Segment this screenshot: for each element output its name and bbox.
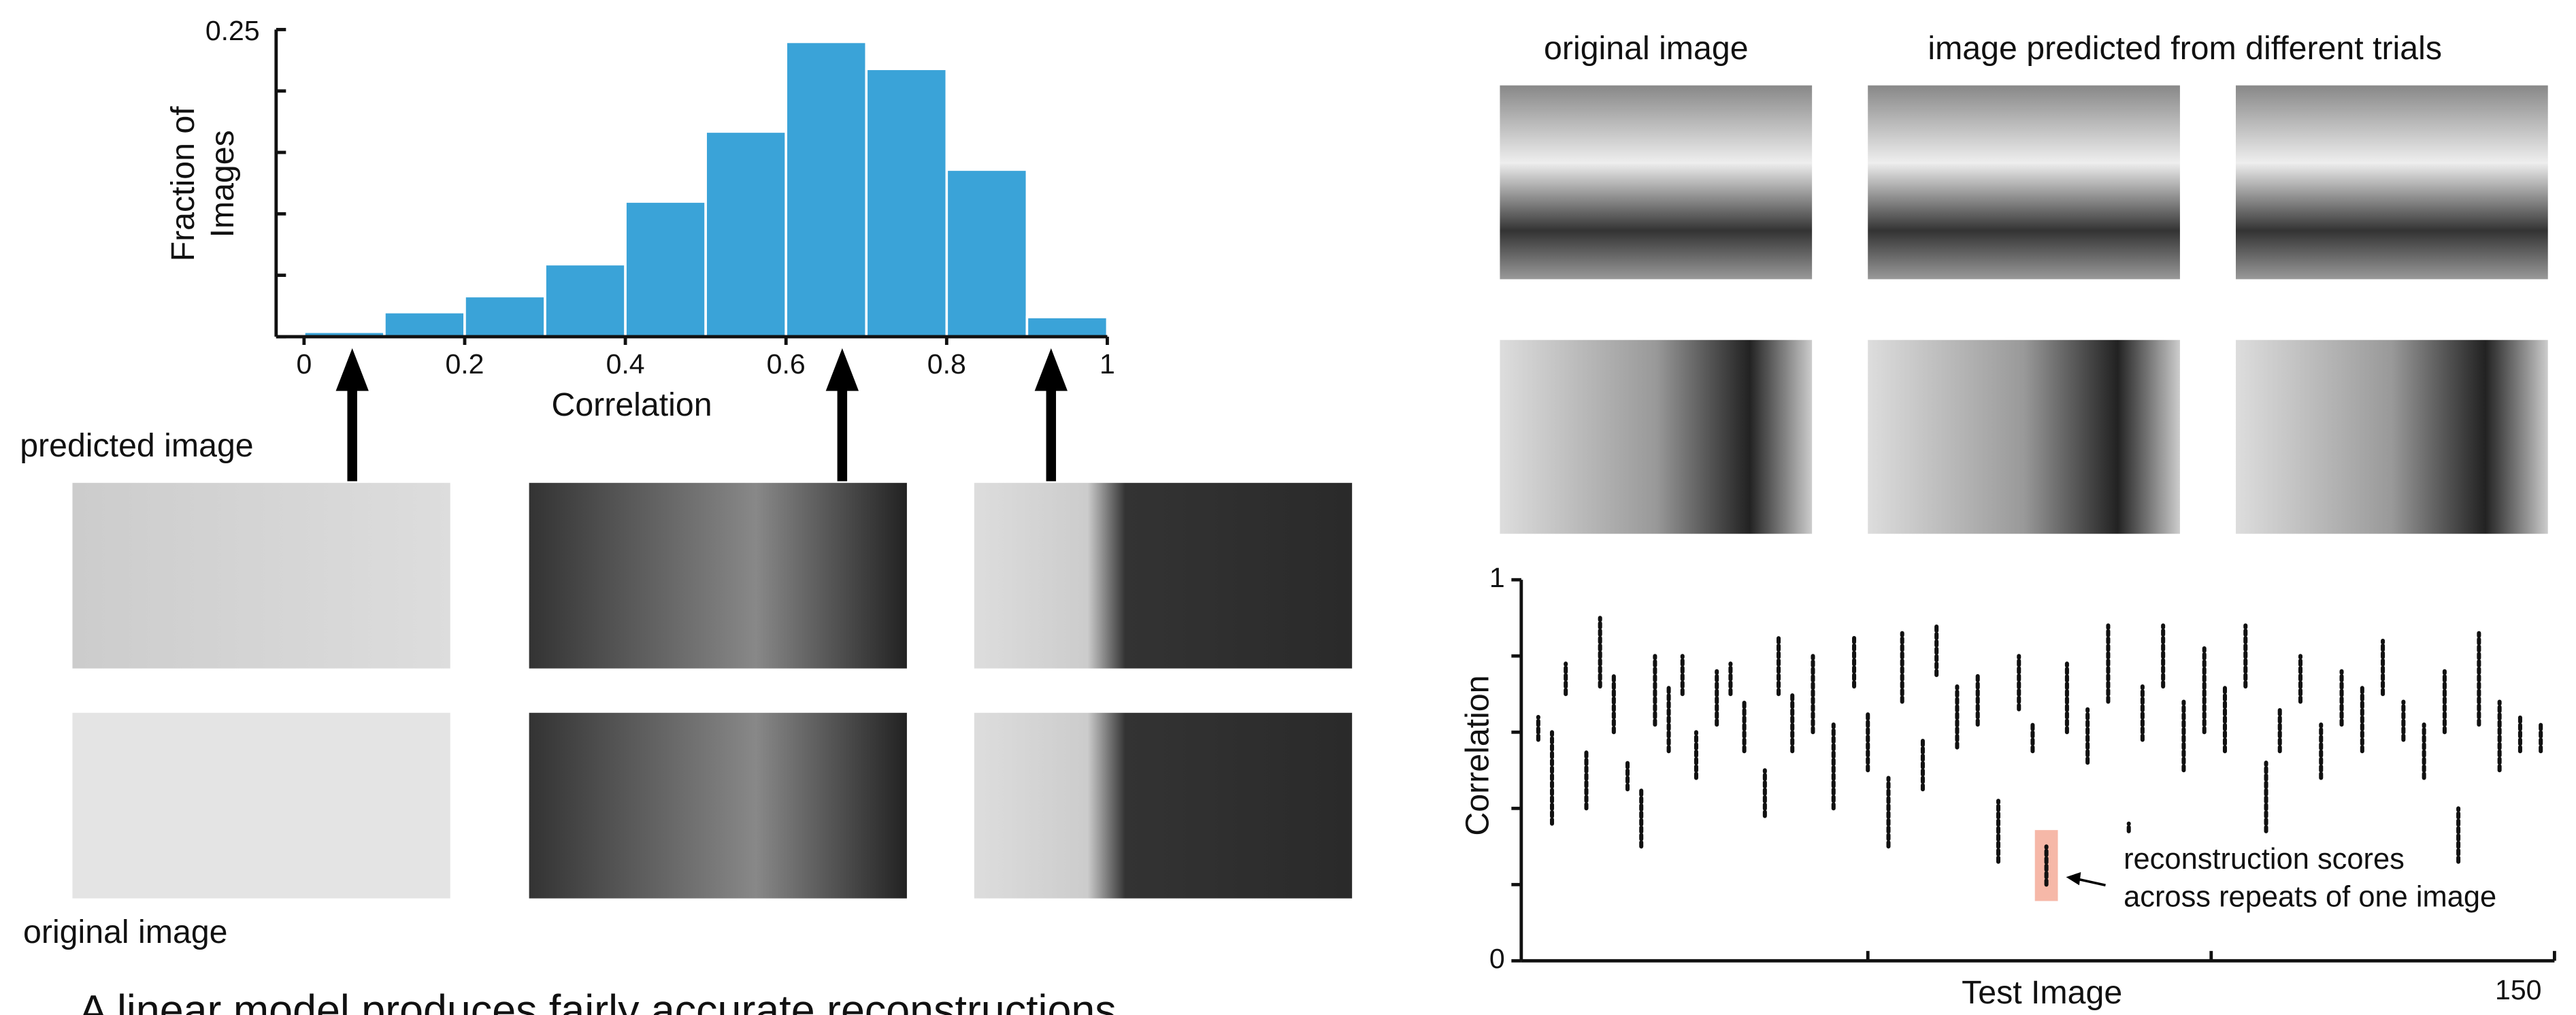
bar bbox=[384, 312, 465, 337]
image-panels bbox=[72, 86, 2547, 899]
x-tick-label: 0.6 bbox=[767, 348, 806, 380]
label: original image bbox=[1544, 30, 1748, 67]
arrow-head bbox=[1035, 348, 1068, 391]
figure: predicted image original image original … bbox=[0, 0, 2576, 1015]
annotation: reconstruction scores bbox=[2124, 843, 2405, 876]
y-axis-label: Images bbox=[204, 130, 241, 237]
x-tick-label: 0.8 bbox=[927, 348, 966, 380]
y-tick-label: 0.25 bbox=[205, 15, 260, 46]
predicted-image bbox=[2236, 340, 2548, 534]
bar bbox=[545, 264, 625, 337]
x-tick-label: 0.4 bbox=[606, 348, 645, 380]
annotation: across repeats of one image bbox=[2124, 881, 2496, 914]
original-image bbox=[72, 713, 450, 899]
predicted-image bbox=[974, 483, 1352, 669]
page: {"chart_data":[ {"type":"histogram","yla… bbox=[0, 0, 2576, 1015]
bar bbox=[625, 201, 706, 337]
y-axis-label: Fraction of bbox=[165, 106, 201, 262]
label: original image bbox=[23, 914, 227, 950]
arrow-head bbox=[336, 348, 369, 391]
x-axis-label: Correlation bbox=[551, 386, 712, 423]
label: image predicted from different trials bbox=[1928, 30, 2442, 67]
original-image bbox=[1500, 340, 1812, 534]
bar bbox=[786, 42, 866, 337]
bar bbox=[866, 69, 946, 337]
x-tick-label: 150 bbox=[2495, 974, 2541, 1005]
x-tick-label: 0.2 bbox=[445, 348, 484, 380]
caption: A linear model produces fairly accurate … bbox=[79, 986, 1117, 1015]
annotation-arrow bbox=[2076, 879, 2105, 886]
predicted-image bbox=[2236, 86, 2548, 280]
predicted-image bbox=[529, 483, 907, 669]
bar bbox=[706, 131, 786, 337]
original-image bbox=[1500, 86, 1812, 280]
arrow-head bbox=[826, 348, 859, 391]
bar bbox=[1027, 317, 1107, 337]
bar bbox=[465, 296, 545, 337]
predicted-image bbox=[1868, 86, 2180, 280]
x-tick-label: 1 bbox=[1100, 348, 1115, 380]
y-axis-label: Correlation bbox=[1459, 676, 1496, 836]
y-tick-label: 1 bbox=[1489, 562, 1505, 593]
predicted-image bbox=[1868, 340, 2180, 534]
original-image bbox=[974, 713, 1352, 899]
predicted-image bbox=[72, 483, 450, 669]
x-axis-label: Test Image bbox=[1962, 974, 2122, 1011]
annotation-arrow-head bbox=[2066, 872, 2081, 885]
original-image bbox=[529, 713, 907, 899]
label: predicted image bbox=[20, 427, 253, 464]
bar bbox=[946, 169, 1027, 337]
y-tick-label: 0 bbox=[1489, 943, 1505, 974]
x-tick-label: 0 bbox=[296, 348, 312, 380]
